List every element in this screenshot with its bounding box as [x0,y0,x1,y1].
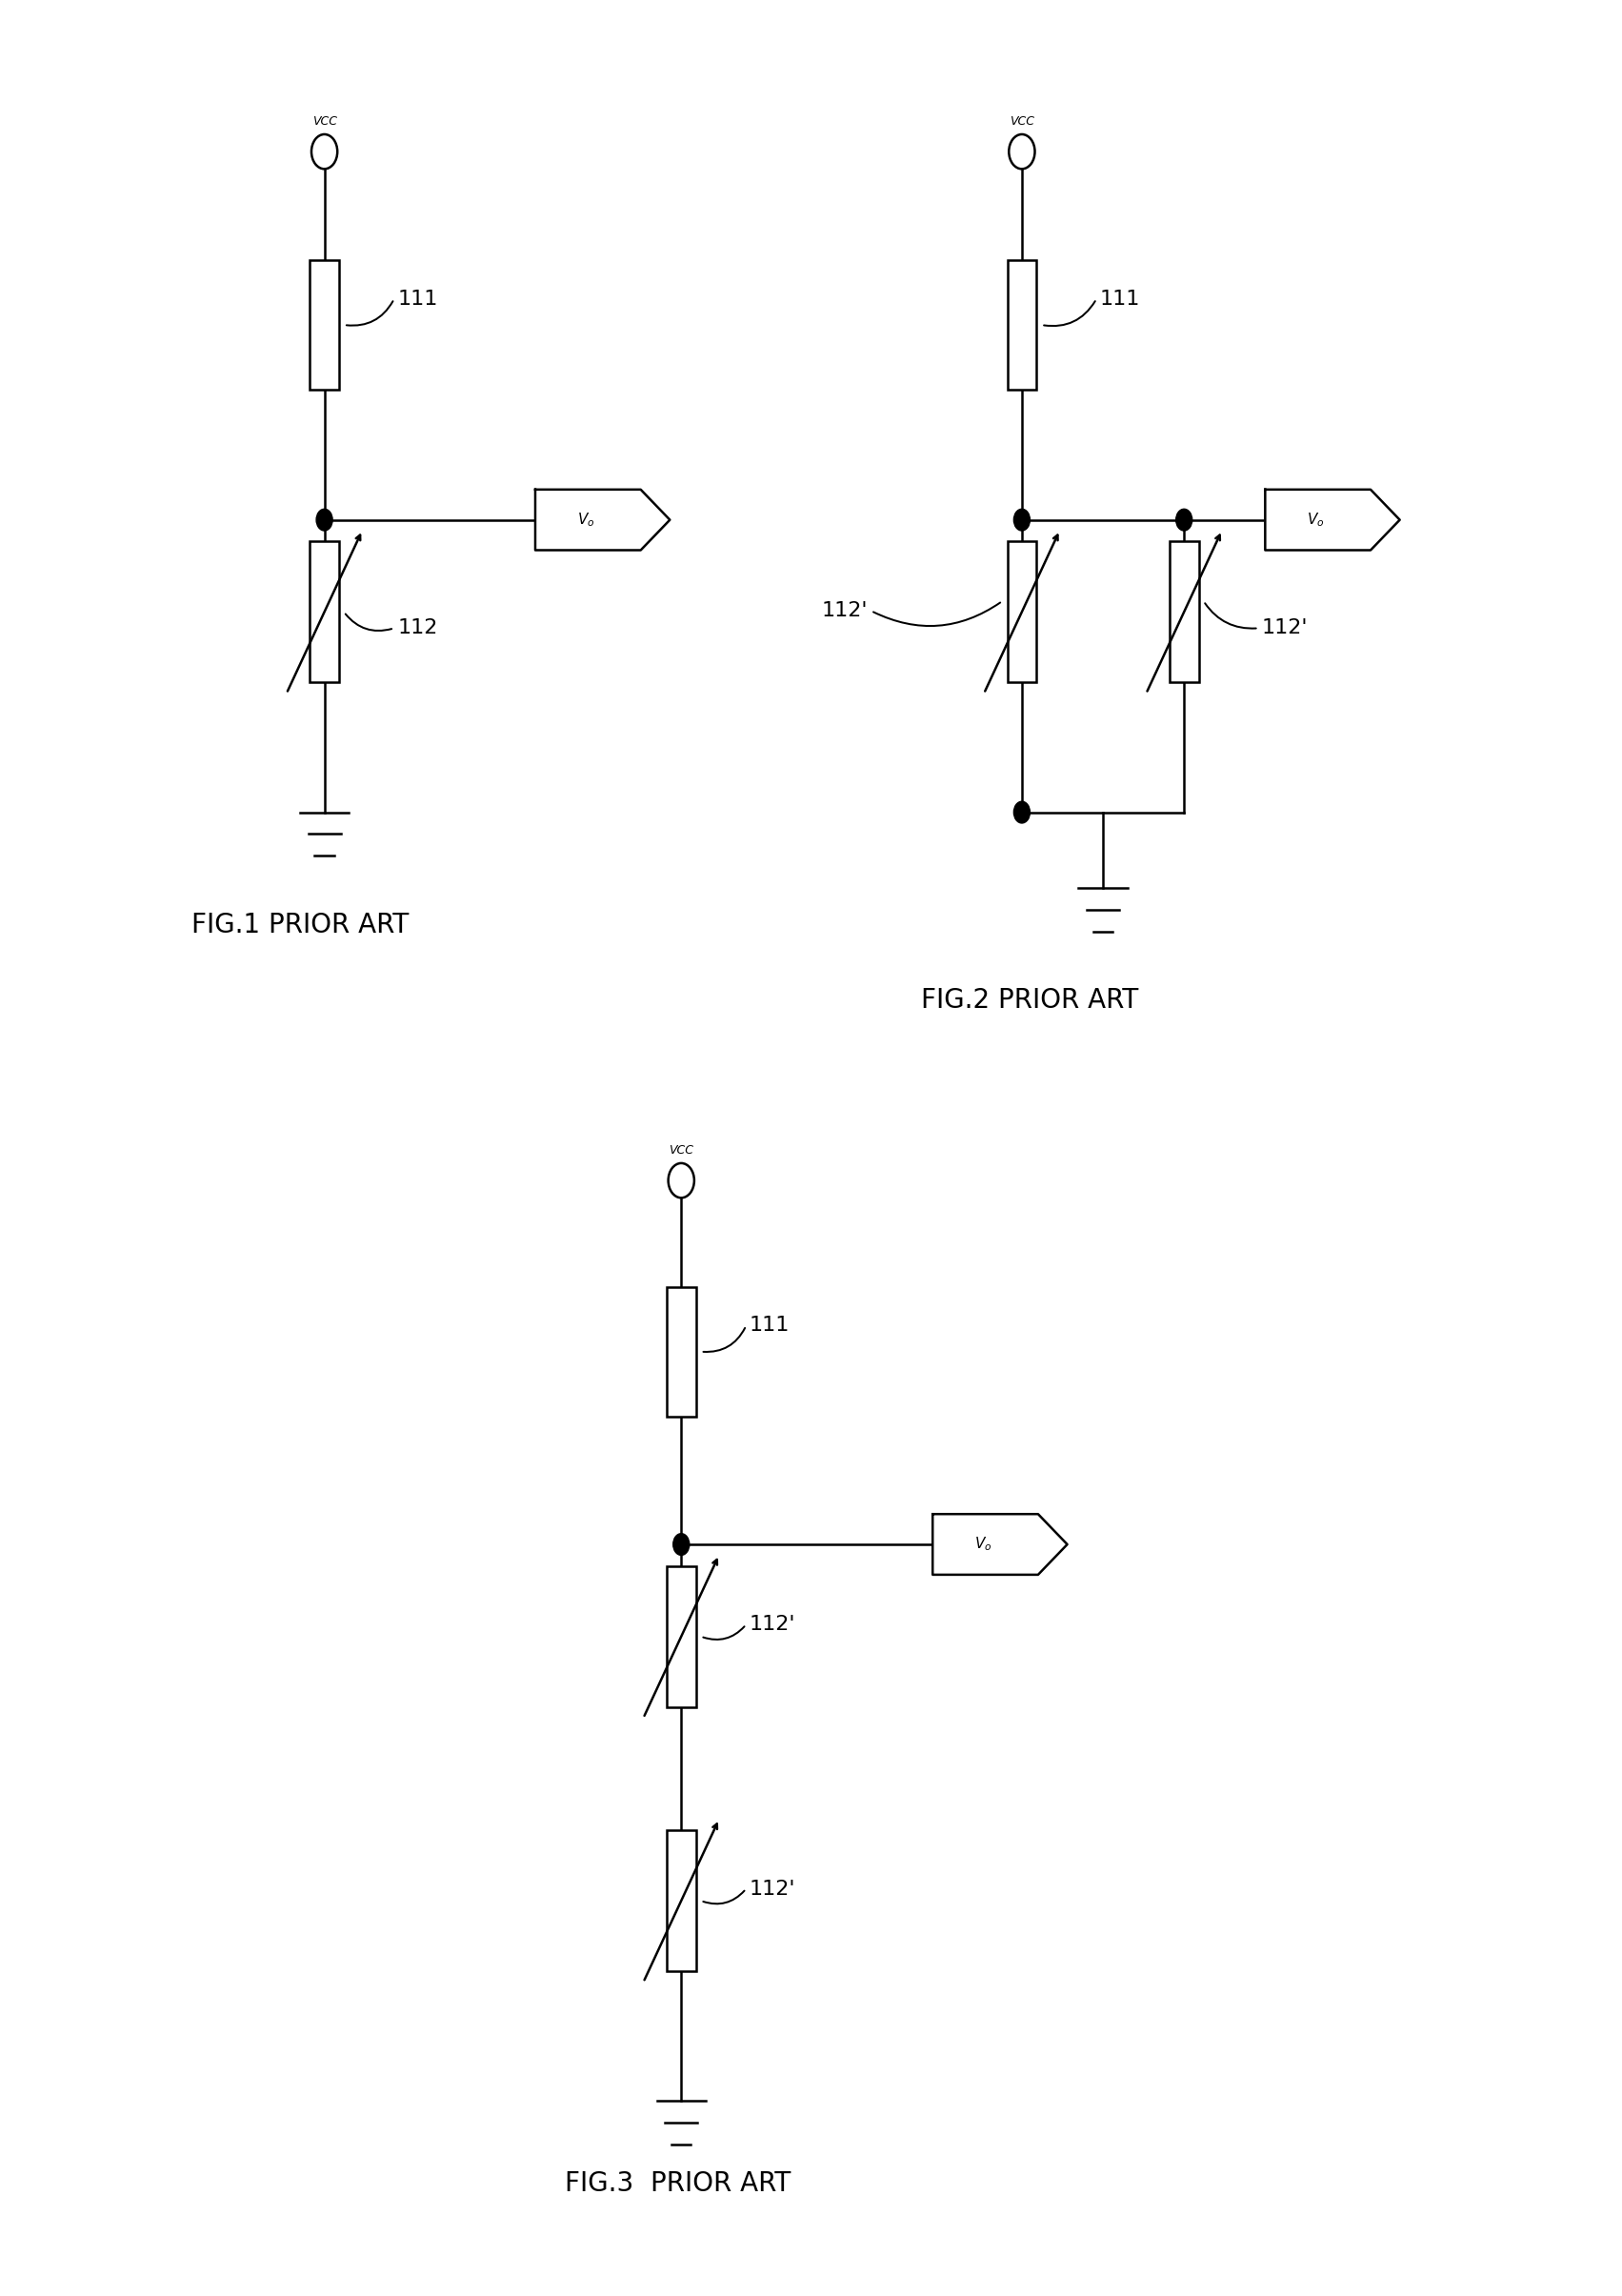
Text: $V_o$: $V_o$ [577,512,595,528]
Text: $V_o$: $V_o$ [1307,512,1325,528]
Polygon shape [933,1513,1067,1575]
Text: 111: 111 [1100,289,1140,308]
Text: VCC: VCC [668,1143,694,1157]
Circle shape [1014,510,1030,530]
Circle shape [1014,801,1030,822]
Bar [667,1286,696,1417]
Polygon shape [535,489,670,551]
Text: 112': 112' [1262,618,1307,638]
Bar [310,259,339,390]
Text: FIG.1 PRIOR ART: FIG.1 PRIOR ART [191,912,409,939]
Bar [1007,542,1036,682]
Text: VCC: VCC [1009,115,1035,129]
Circle shape [673,1534,689,1554]
Text: 112: 112 [397,618,438,638]
Text: $V_o$: $V_o$ [975,1536,993,1554]
Text: 112': 112' [749,1878,795,1899]
Polygon shape [1265,489,1400,551]
Text: 111: 111 [749,1316,790,1336]
Text: 112': 112' [822,602,868,620]
Bar [667,1566,696,1706]
Text: 112': 112' [749,1614,795,1635]
Bar [310,542,339,682]
Bar [1169,542,1199,682]
Circle shape [316,510,333,530]
Bar [667,1830,696,1970]
Text: 111: 111 [397,289,438,308]
Text: FIG.2 PRIOR ART: FIG.2 PRIOR ART [921,987,1139,1015]
Bar [1007,259,1036,390]
Text: VCC: VCC [311,115,337,129]
Circle shape [1176,510,1192,530]
Text: FIG.3  PRIOR ART: FIG.3 PRIOR ART [564,2170,792,2197]
